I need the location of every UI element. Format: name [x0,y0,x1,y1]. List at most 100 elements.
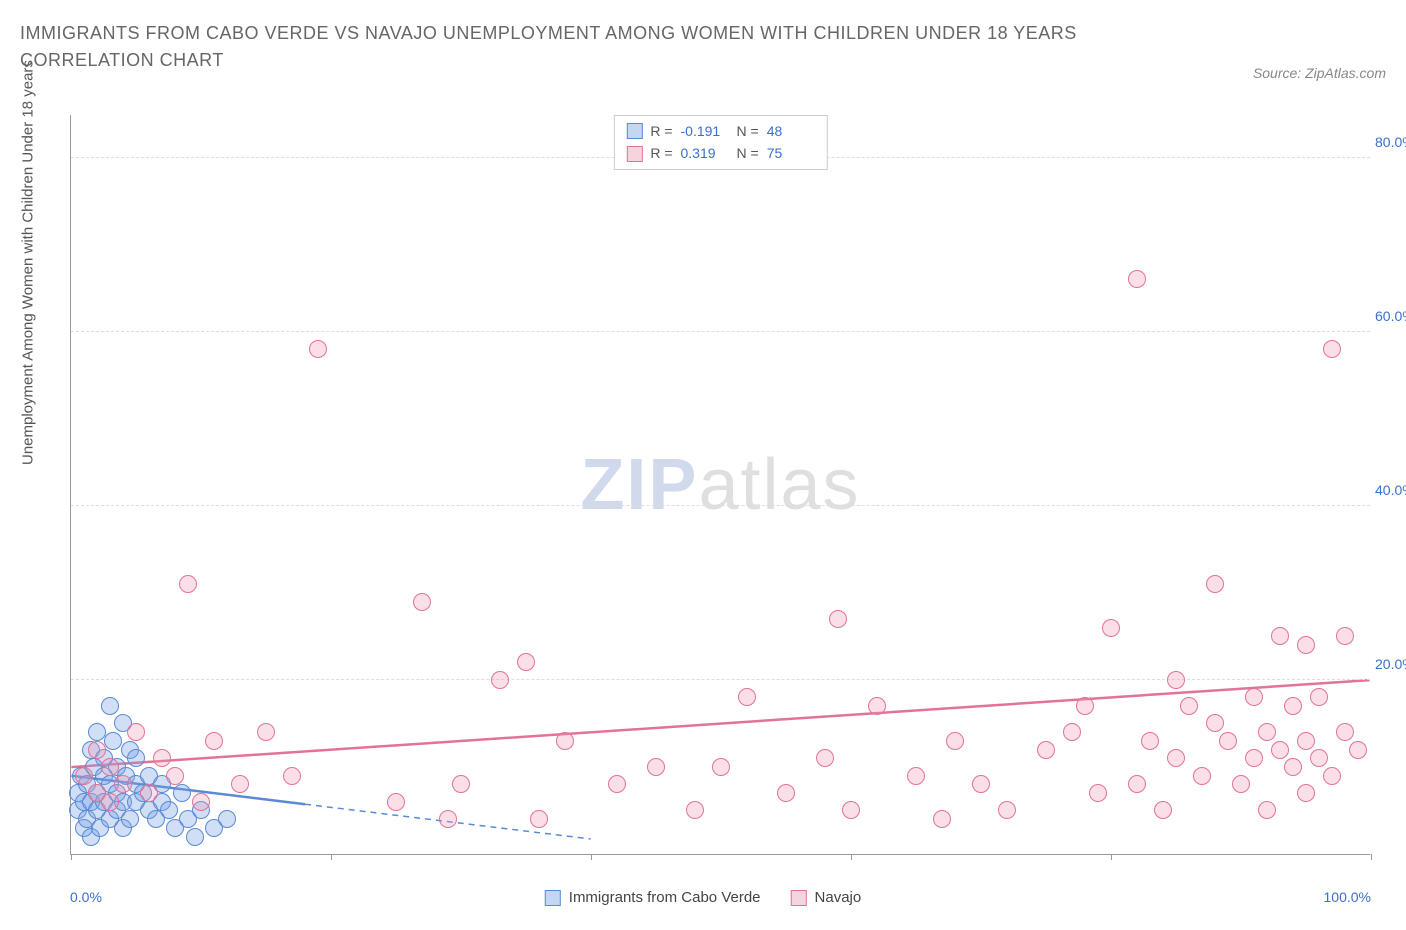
legend-swatch [791,890,807,906]
chart-title: IMMIGRANTS FROM CABO VERDE VS NAVAJO UNE… [20,20,1120,74]
data-point [1219,732,1237,750]
data-point [556,732,574,750]
watermark-atlas: atlas [698,445,860,525]
y-tick-label: 40.0% [1375,482,1406,498]
data-point [1310,688,1328,706]
data-point [933,810,951,828]
data-point [127,723,145,741]
legend-item: Navajo [791,889,862,906]
data-point [179,575,197,593]
stats-row: R = 0.319 N = 75 [626,142,814,164]
data-point [1141,732,1159,750]
data-point [530,810,548,828]
data-point [1258,723,1276,741]
data-point [153,749,171,767]
data-point [1271,741,1289,759]
watermark-zip: ZIP [580,445,698,525]
data-point [121,810,139,828]
data-point [75,767,93,785]
data-point [868,697,886,715]
data-point [738,688,756,706]
data-point [283,767,301,785]
data-point [387,793,405,811]
data-point [491,671,509,689]
data-point [1076,697,1094,715]
x-tick [1111,854,1112,860]
data-point [173,784,191,802]
data-point [439,810,457,828]
data-point [1323,767,1341,785]
n-value: 48 [767,120,815,142]
x-axis-max-label: 100.0% [1324,889,1371,905]
x-tick [591,854,592,860]
data-point [998,801,1016,819]
series-swatch [626,123,642,139]
data-point [1297,784,1315,802]
data-point [1284,758,1302,776]
watermark: ZIPatlas [580,444,860,526]
data-point [160,801,178,819]
data-point [1206,575,1224,593]
data-point [1206,714,1224,732]
data-point [1297,732,1315,750]
x-axis-min-label: 0.0% [70,889,102,905]
legend-label: Navajo [815,889,862,906]
data-point [1323,340,1341,358]
data-point [218,810,236,828]
data-point [257,723,275,741]
data-point [1180,697,1198,715]
data-point [114,775,132,793]
data-point [816,749,834,767]
data-point [127,749,145,767]
data-point [842,801,860,819]
data-point [829,610,847,628]
n-label: N = [737,120,759,142]
r-value: -0.191 [681,120,729,142]
trend-lines [71,115,1370,854]
r-label: R = [650,120,672,142]
data-point [166,767,184,785]
grid-line [71,331,1370,332]
data-point [413,593,431,611]
data-point [192,793,210,811]
data-point [1154,801,1172,819]
n-value: 75 [767,142,815,164]
data-point [1128,270,1146,288]
r-label: R = [650,142,672,164]
data-point [712,758,730,776]
r-value: 0.319 [681,142,729,164]
x-tick [851,854,852,860]
y-tick-label: 60.0% [1375,308,1406,324]
data-point [1089,784,1107,802]
legend-swatch [545,890,561,906]
plot-area: ZIPatlas R = -0.191 N = 48 R = 0.319 N = 75… [70,115,1370,855]
data-point [101,758,119,776]
series-legend: Immigrants from Cabo VerdeNavajo [535,887,871,908]
data-point [1167,671,1185,689]
data-point [1193,767,1211,785]
data-point [1245,688,1263,706]
data-point [517,653,535,671]
grid-line [71,505,1370,506]
data-point [1271,627,1289,645]
data-point [1284,697,1302,715]
data-point [946,732,964,750]
data-point [1336,627,1354,645]
data-point [686,801,704,819]
data-point [1258,801,1276,819]
stats-legend-box: R = -0.191 N = 48 R = 0.319 N = 75 [613,115,827,170]
data-point [1336,723,1354,741]
data-point [101,697,119,715]
data-point [1102,619,1120,637]
data-point [1037,741,1055,759]
data-point [1349,741,1367,759]
data-point [104,732,122,750]
correlation-chart: IMMIGRANTS FROM CABO VERDE VS NAVAJO UNE… [20,20,1386,910]
y-tick-label: 20.0% [1375,656,1406,672]
data-point [1232,775,1250,793]
data-point [140,784,158,802]
data-point [452,775,470,793]
n-label: N = [737,142,759,164]
data-point [88,741,106,759]
data-point [101,793,119,811]
